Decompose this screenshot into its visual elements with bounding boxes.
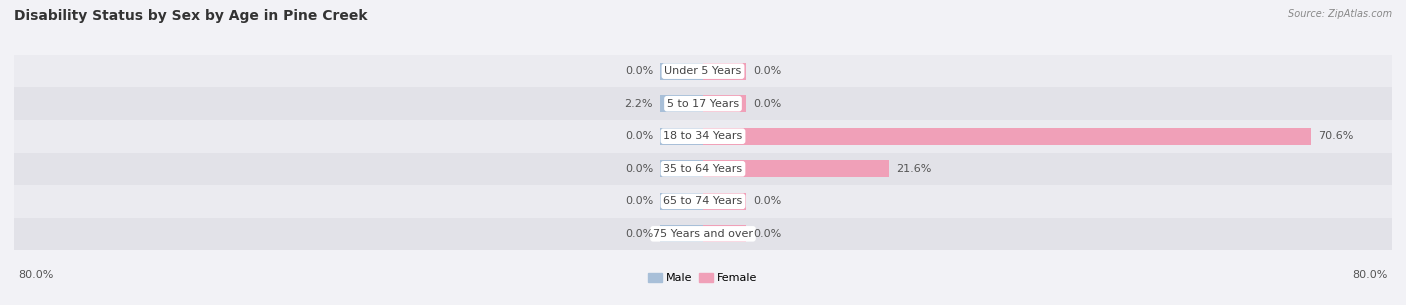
Bar <box>703 95 747 112</box>
Bar <box>14 55 1392 88</box>
Text: 5 to 17 Years: 5 to 17 Years <box>666 99 740 109</box>
Bar <box>703 160 889 177</box>
Bar <box>659 63 703 80</box>
Text: 0.0%: 0.0% <box>624 229 652 239</box>
Bar <box>703 193 747 210</box>
Text: 35 to 64 Years: 35 to 64 Years <box>664 164 742 174</box>
Text: 0.0%: 0.0% <box>754 196 782 206</box>
Bar <box>659 225 703 242</box>
Text: 80.0%: 80.0% <box>1353 270 1388 280</box>
Text: 75 Years and over: 75 Years and over <box>652 229 754 239</box>
Bar <box>14 217 1392 250</box>
Legend: Male, Female: Male, Female <box>644 268 762 288</box>
Bar <box>14 152 1392 185</box>
Bar <box>659 128 703 145</box>
Text: 2.2%: 2.2% <box>624 99 652 109</box>
Bar <box>703 225 747 242</box>
Text: 65 to 74 Years: 65 to 74 Years <box>664 196 742 206</box>
Text: 70.6%: 70.6% <box>1317 131 1353 141</box>
Bar <box>14 88 1392 120</box>
Text: Source: ZipAtlas.com: Source: ZipAtlas.com <box>1288 9 1392 19</box>
Text: 0.0%: 0.0% <box>624 196 652 206</box>
Text: Under 5 Years: Under 5 Years <box>665 66 741 76</box>
Bar <box>703 63 747 80</box>
Text: 18 to 34 Years: 18 to 34 Years <box>664 131 742 141</box>
Text: 0.0%: 0.0% <box>624 66 652 76</box>
Text: Disability Status by Sex by Age in Pine Creek: Disability Status by Sex by Age in Pine … <box>14 9 367 23</box>
Text: 0.0%: 0.0% <box>624 164 652 174</box>
Text: 21.6%: 21.6% <box>896 164 931 174</box>
Bar <box>703 128 1310 145</box>
Bar <box>14 120 1392 152</box>
Text: 0.0%: 0.0% <box>754 66 782 76</box>
Text: 0.0%: 0.0% <box>754 99 782 109</box>
Bar <box>659 193 703 210</box>
Bar <box>659 160 703 177</box>
Text: 0.0%: 0.0% <box>754 229 782 239</box>
Text: 80.0%: 80.0% <box>18 270 53 280</box>
Text: 0.0%: 0.0% <box>624 131 652 141</box>
Bar <box>14 185 1392 217</box>
Bar <box>659 95 703 112</box>
